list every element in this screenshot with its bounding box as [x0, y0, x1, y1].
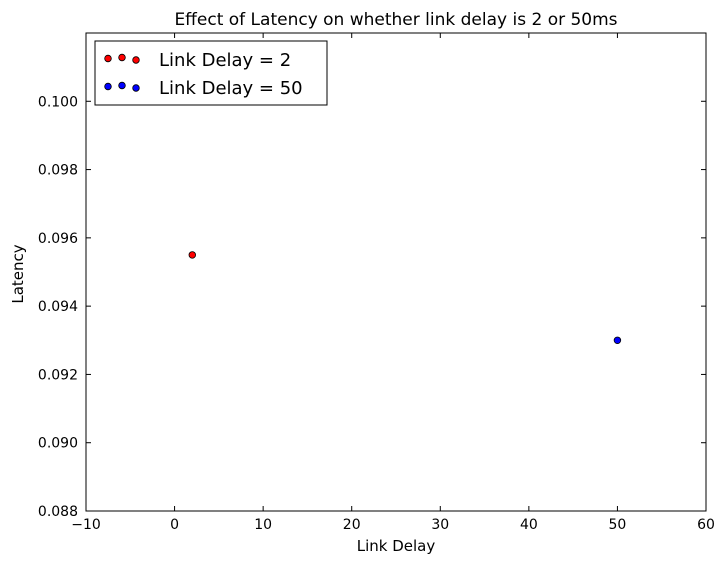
plot-frame — [85, 32, 707, 512]
x-tick-label: 10 — [254, 517, 272, 533]
y-tick-label: 0.096 — [38, 231, 78, 247]
y-axis-label: Latency — [9, 244, 27, 303]
y-tick-label: 0.090 — [38, 436, 78, 452]
y-tick-label: 0.092 — [38, 367, 78, 383]
x-tick-label: 60 — [697, 517, 715, 533]
legend-marker — [104, 82, 112, 91]
x-tick-label: 30 — [431, 517, 449, 533]
legend-marker — [132, 84, 140, 92]
x-tick-label: 40 — [520, 517, 538, 533]
legend-marker — [118, 53, 126, 62]
legend-marker — [104, 54, 112, 63]
x-tick-label: 20 — [343, 517, 361, 533]
plot-area: −10 0 10 20 30 40 50 60 0.088 0.090 0.092 0.094 0.09… — [38, 32, 715, 533]
y-tick-label: 0.100 — [38, 94, 78, 110]
y-tick-label: 0.088 — [38, 504, 78, 520]
data-point — [188, 251, 196, 259]
data-point — [613, 336, 622, 344]
y-tick-label: 0.098 — [38, 163, 78, 179]
chart-title: Effect of Latency on whether link delay … — [174, 10, 617, 30]
legend-box — [94, 40, 328, 106]
legend-marker — [132, 56, 140, 64]
y-tick-label: 0.094 — [38, 299, 78, 315]
x-tick-label: 0 — [170, 517, 179, 533]
x-axis-label: Link Delay — [357, 537, 436, 555]
x-tick-label: −10 — [71, 517, 101, 533]
x-tick-label: 50 — [609, 517, 627, 533]
legend-label: Link Delay = 50 — [159, 78, 303, 99]
legend-marker — [118, 81, 126, 90]
legend-label: Link Delay = 2 — [159, 50, 291, 71]
legend: Link Delay = 2 Link Delay = 50 — [94, 40, 328, 106]
